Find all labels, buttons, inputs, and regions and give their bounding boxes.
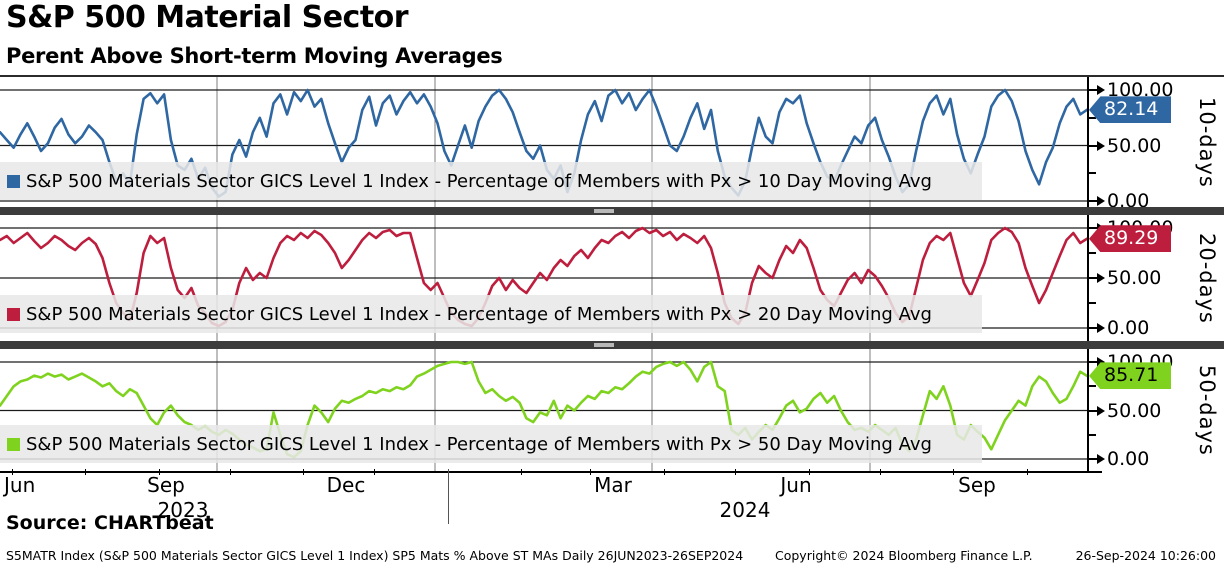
y-tick-mark: [1087, 144, 1097, 147]
chart-panel-10-days: S&P 500 Materials Sector GICS Level 1 In…: [0, 77, 1224, 211]
y-tick-mark: [1087, 200, 1097, 202]
y-minor-tick: [1087, 116, 1096, 119]
source-label: Source: CHARTbeat: [6, 512, 214, 534]
chart-panel-50-days: S&P 500 Materials Sector GICS Level 1 In…: [0, 349, 1224, 471]
panel-resize-handle[interactable]: [594, 209, 614, 213]
y-tick-arrow-icon: [1097, 323, 1105, 333]
y-tick-label: 50.00: [1107, 134, 1162, 157]
chart-region: S&P 500 Materials Sector GICS Level 1 In…: [0, 75, 1224, 477]
y-tick-mark: [1087, 89, 1097, 91]
y-tick-label: 50.00: [1107, 267, 1162, 289]
x-axis-month-label: Mar: [594, 473, 632, 497]
footer-timestamp: 26-Sep-2024 10:26:00: [1075, 548, 1216, 563]
x-tick: [953, 469, 954, 475]
y-tick-arrow-icon: [1097, 454, 1105, 464]
x-tick: [664, 469, 665, 475]
x-axis-year-label: 2024: [719, 498, 771, 522]
legend-label-50-days: S&P 500 Materials Sector GICS Level 1 In…: [26, 433, 932, 455]
x-tick: [880, 469, 881, 475]
y-tick-mark: [1087, 361, 1097, 363]
legend-10-days: S&P 500 Materials Sector GICS Level 1 In…: [0, 162, 982, 200]
x-axis: Jun Sep Dec Mar Jun Sep 2023 2024: [0, 469, 1224, 529]
panel-divider[interactable]: [0, 341, 1224, 349]
legend-label-20-days: S&P 500 Materials Sector GICS Level 1 In…: [26, 303, 932, 325]
y-minor-tick: [1087, 385, 1096, 388]
y-tick-mark: [1087, 458, 1097, 460]
footer: S5MATR Index (S&P 500 Materials Sector G…: [0, 548, 1224, 564]
y-tick-mark: [1087, 409, 1097, 412]
legend-label-10-days: S&P 500 Materials Sector GICS Level 1 In…: [26, 170, 932, 192]
y-minor-tick: [1087, 302, 1096, 304]
x-tick: [230, 469, 231, 475]
y-tick: 100.00: [1087, 80, 1173, 100]
x-tick: [159, 469, 160, 475]
year-divider-line: [448, 469, 449, 524]
chart-panel-20-days: S&P 500 Materials Sector GICS Level 1 In…: [0, 215, 1224, 341]
x-tick: [85, 469, 86, 475]
panel-divider[interactable]: [0, 207, 1224, 215]
y-tick-mark: [1087, 327, 1097, 329]
y-tick-arrow-icon: [1097, 85, 1105, 95]
x-tick: [303, 469, 304, 475]
x-axis-year-label: 2023: [157, 498, 209, 522]
y-axis-spine: [1087, 77, 1089, 473]
y-tick: 0.00: [1087, 449, 1149, 469]
footer-copyright: Copyright© 2024 Bloomberg Finance L.P.: [775, 548, 1033, 563]
legend-swatch-20-days: [7, 307, 20, 321]
x-axis-month-label: Jun: [780, 473, 812, 497]
y-tick-label: 100.00: [1107, 79, 1174, 101]
y-tick-arrow-icon: [1097, 140, 1105, 151]
page-title: S&P 500 Material Sector: [6, 0, 409, 35]
panel-side-label-20-days: 20-days: [1195, 232, 1219, 324]
x-tick: [590, 469, 591, 475]
x-axis-month-label: Dec: [326, 473, 366, 497]
legend-50-days: S&P 500 Materials Sector GICS Level 1 In…: [0, 425, 982, 463]
y-tick-label: 0.00: [1107, 448, 1150, 470]
x-axis-month-label: Sep: [147, 473, 185, 497]
y-tick-arrow-icon: [1097, 357, 1105, 367]
legend-swatch-50-days: [7, 437, 20, 451]
y-minor-tick: [1087, 172, 1096, 175]
y-tick: 0.00: [1087, 318, 1149, 338]
x-axis-month-label: Sep: [958, 473, 996, 497]
legend-swatch-10-days: [7, 174, 20, 188]
x-tick: [809, 469, 810, 475]
y-tick-mark: [1087, 227, 1097, 229]
x-tick: [374, 469, 375, 475]
last-value-badge-50-days: 85.71: [1089, 362, 1171, 390]
legend-20-days: S&P 500 Materials Sector GICS Level 1 In…: [0, 295, 982, 333]
page-subtitle: Perent Above Short-term Moving Averages: [6, 44, 503, 68]
y-minor-tick: [1087, 433, 1096, 436]
panel-side-label-50-days: 50-days: [1195, 364, 1219, 456]
y-tick-arrow-icon: [1097, 196, 1105, 206]
y-tick: 50.00: [1087, 268, 1161, 288]
x-tick: [521, 469, 522, 475]
panel-side-label-10-days: 10-days: [1195, 96, 1219, 188]
x-tick: [12, 469, 13, 475]
y-tick-arrow-icon: [1097, 405, 1105, 416]
footer-ticker-info: S5MATR Index (S&P 500 Materials Sector G…: [6, 548, 744, 563]
panel-resize-handle[interactable]: [594, 343, 614, 347]
x-axis-line: [0, 471, 1102, 473]
last-value-badge-10-days: 82.14: [1089, 96, 1171, 124]
y-tick-label: 0.00: [1107, 317, 1150, 339]
x-axis-month-label: Jun: [4, 473, 36, 497]
x-tick: [1027, 469, 1028, 475]
x-tick: [735, 469, 736, 475]
y-tick-label: 50.00: [1107, 399, 1162, 422]
y-tick-arrow-icon: [1097, 273, 1105, 283]
y-tick: 50.00: [1087, 136, 1161, 156]
last-value-badge-20-days: 89.29: [1089, 225, 1171, 253]
y-tick-mark: [1087, 277, 1097, 279]
y-tick: 0.00: [1087, 191, 1149, 211]
y-minor-tick: [1087, 252, 1096, 254]
y-tick: 50.00: [1087, 401, 1161, 421]
y-tick-label: 0.00: [1107, 190, 1150, 212]
